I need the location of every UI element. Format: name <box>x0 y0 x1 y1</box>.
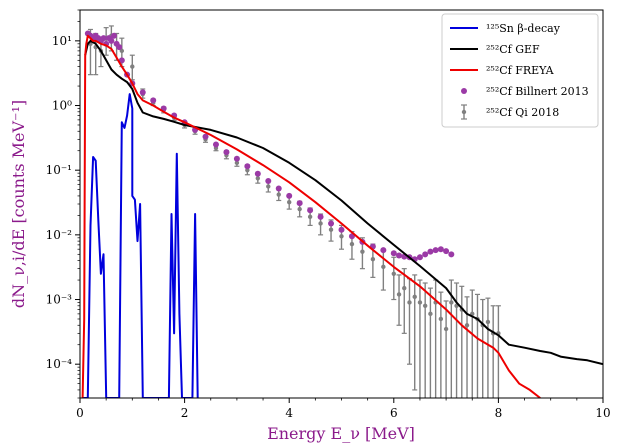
billnert-data-point <box>233 155 240 162</box>
qi-data-point <box>255 176 261 181</box>
billnert-data-point <box>390 250 397 257</box>
qi-data-point <box>407 300 412 305</box>
qi-data-point <box>349 241 355 247</box>
x-tick-label: 4 <box>285 406 293 420</box>
legend: ¹²⁵Sn β-decay ²⁵²Cf GEF ²⁵²Cf FREYA ²⁵²Cf B… <box>441 13 599 128</box>
qi-data-point <box>245 167 250 173</box>
qi-data-point <box>485 319 491 325</box>
legend-swatch <box>461 88 467 94</box>
y-tick-label: 10⁻² <box>46 228 73 242</box>
y-axis-label: dN_ν,i/dE [counts MeV⁻¹] <box>9 100 28 308</box>
qi-data-point <box>318 221 323 226</box>
billnert-data-point <box>212 141 219 148</box>
billnert-data-point <box>448 251 455 258</box>
billnert-data-point <box>254 170 261 177</box>
qi-data-point <box>438 316 444 322</box>
qi-data-point <box>234 160 240 166</box>
cf-gef-series-line <box>84 39 603 366</box>
x-tick-label: 0 <box>76 406 84 420</box>
y-tick-label: 10⁰ <box>52 99 72 113</box>
qi-data-point <box>381 264 386 270</box>
billnert-data-point <box>223 149 230 156</box>
qi-data-point <box>396 292 402 297</box>
billnert-data-point <box>380 247 387 254</box>
y-tick-label: 10⁻⁴ <box>46 357 73 371</box>
qi-data-point <box>402 285 407 291</box>
billnert-data-point <box>427 248 434 255</box>
series-layer <box>81 25 603 398</box>
billnert-data-point <box>416 254 423 261</box>
qi-data-point <box>276 192 281 197</box>
billnert-data-point <box>396 252 403 259</box>
sn-beta-decay-series <box>82 93 199 398</box>
qi-data-point <box>443 326 449 332</box>
qi-data-point <box>391 271 396 276</box>
qi-data-point <box>130 64 135 69</box>
billnert-data-point <box>139 89 146 96</box>
qi-data-point <box>360 249 365 254</box>
cf-gef-series <box>84 39 603 366</box>
billnert-data-point <box>286 192 293 199</box>
qi-data-point <box>339 234 344 239</box>
billnert-data-point <box>443 248 450 255</box>
x-axis-label: Energy E_ν [MeV] <box>267 424 415 443</box>
qi-data-point <box>428 311 433 317</box>
billnert-data-point <box>116 44 123 51</box>
billnert-data-point <box>422 251 429 258</box>
qi-data-point <box>297 206 302 212</box>
y-tick-label: 10⁻¹ <box>46 163 72 177</box>
billnert-data-point <box>328 220 335 227</box>
billnert-data-point <box>432 247 439 254</box>
qi-data-point <box>328 227 334 232</box>
sn-beta-decay-series-line <box>82 93 199 398</box>
y-tick-label: 10¹ <box>52 34 72 48</box>
legend-label: ²⁵²Cf Qi 2018 <box>486 106 559 119</box>
legend-label: ²⁵²Cf FREYA <box>486 64 555 77</box>
legend-label: ²⁵²Cf GEF <box>486 43 540 56</box>
legend-swatch <box>461 109 467 115</box>
billnert-data-point <box>202 133 209 140</box>
qi-data-point <box>287 199 292 205</box>
qi-data-point <box>412 294 417 300</box>
billnert-data-point <box>118 57 125 64</box>
cf-freya-series <box>81 34 541 398</box>
billnert-data-point <box>437 246 444 253</box>
qi-data-point <box>266 184 271 189</box>
billnert-data-point <box>244 163 251 170</box>
cf-freya-series-line <box>81 34 541 398</box>
billnert-data-point <box>275 185 282 192</box>
billnert-data-point <box>296 200 303 207</box>
billnert-data-point <box>265 178 272 185</box>
x-tick-label: 8 <box>495 406 503 420</box>
billnert-data-point <box>317 213 324 220</box>
x-tick-label: 2 <box>181 406 189 420</box>
billnert-data-point <box>150 97 157 104</box>
qi-data-point <box>417 300 423 305</box>
qi-data-point <box>307 214 313 220</box>
billnert-data-point <box>307 207 314 214</box>
y-tick-label: 10⁻³ <box>46 293 73 307</box>
legend-label: ²⁵²Cf Billnert 2013 <box>486 85 589 98</box>
legend-label: ¹²⁵Sn β-decay <box>486 22 561 35</box>
billnert-data-point <box>100 35 107 42</box>
qi-data-point <box>422 303 428 308</box>
legend-box <box>441 13 599 128</box>
billnert-data-point <box>110 32 117 39</box>
axes-layer: 0 2 4 6 8 10 10⁻⁴ 10⁻³ 10⁻² 10⁻¹ 10⁰ 10¹ <box>46 9 611 420</box>
x-tick-label: 6 <box>390 406 398 420</box>
qi-data-point <box>449 300 454 305</box>
billnert-data-point <box>338 226 345 233</box>
qi-data-point <box>119 48 125 54</box>
cf-qi-2018-series <box>87 25 501 398</box>
qi-data-point <box>370 257 376 262</box>
qi-data-point <box>464 323 470 328</box>
billnert-data-point <box>108 37 115 44</box>
x-tick-label: 10 <box>595 406 610 420</box>
